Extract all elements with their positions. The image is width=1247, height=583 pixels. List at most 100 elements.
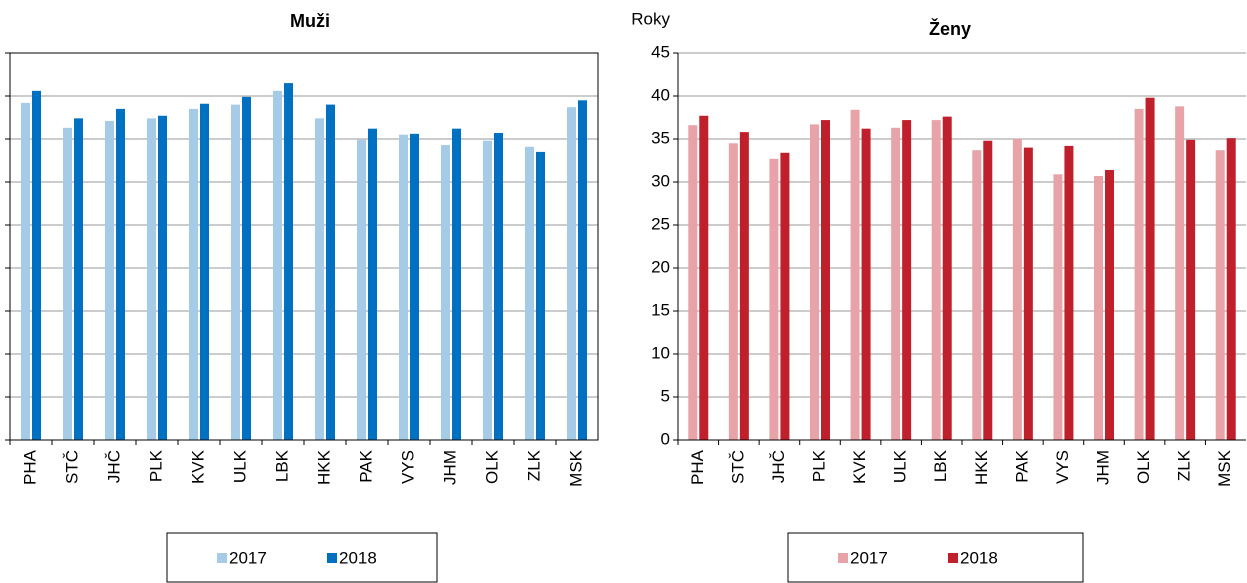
bar xyxy=(942,116,952,440)
bar xyxy=(1186,139,1196,441)
x-tick-label: ULK xyxy=(891,449,910,483)
chart-title: Muži xyxy=(290,11,330,31)
x-tick-label: OLK xyxy=(1134,449,1153,484)
bar xyxy=(1064,145,1074,440)
bar xyxy=(983,140,993,440)
y-tick-label: 10 xyxy=(651,343,670,362)
bar xyxy=(63,127,72,440)
bar xyxy=(1053,174,1063,440)
bar xyxy=(728,143,738,441)
x-tick-label: LBK xyxy=(931,449,950,482)
bar xyxy=(21,102,30,440)
bar xyxy=(525,146,534,441)
x-tick-label: PAK xyxy=(1012,449,1031,482)
x-tick-label: PLK xyxy=(146,449,165,482)
legend-label: 2017 xyxy=(229,548,267,567)
bar xyxy=(74,118,83,441)
x-tick-label: PHA xyxy=(688,449,707,485)
bar xyxy=(284,83,293,440)
y-tick-label: 15 xyxy=(651,300,670,319)
bar xyxy=(441,145,450,440)
legend-box xyxy=(166,532,438,583)
x-tick-label: JHM xyxy=(440,450,459,485)
bar xyxy=(810,124,819,440)
bar xyxy=(567,107,576,441)
legend-swatch xyxy=(217,553,227,563)
x-tick-label: VYS xyxy=(398,450,417,484)
bar xyxy=(1175,106,1185,440)
bar xyxy=(1215,150,1225,440)
bar xyxy=(1226,138,1236,440)
bar xyxy=(315,118,324,441)
bar xyxy=(1105,169,1114,440)
bar xyxy=(116,108,125,441)
y-tick-label: 5 xyxy=(661,386,670,405)
legend-swatch xyxy=(838,553,848,563)
bar xyxy=(452,128,461,440)
x-tick-label: KVK xyxy=(850,449,869,484)
bar xyxy=(891,127,901,440)
bar xyxy=(105,120,114,440)
x-tick-label: LBK xyxy=(272,449,291,482)
x-tick-label: STČ xyxy=(728,450,747,484)
bar xyxy=(410,133,419,440)
y-tick-label: 0 xyxy=(661,429,670,448)
chart-title: Ženy xyxy=(929,18,971,39)
y-tick-label: 25 xyxy=(651,214,670,233)
x-tick-label: OLK xyxy=(482,449,501,484)
bar xyxy=(1094,175,1103,441)
bar xyxy=(1023,147,1033,440)
bar xyxy=(931,120,941,440)
bar xyxy=(1145,97,1155,440)
legend-label: 2017 xyxy=(850,548,888,567)
bar xyxy=(769,158,779,440)
x-tick-label: HKK xyxy=(314,449,333,485)
bar xyxy=(861,128,871,440)
bar xyxy=(699,115,709,440)
y-tick-label: 35 xyxy=(651,128,670,147)
bar xyxy=(189,108,198,441)
bar xyxy=(326,104,335,440)
legend-label: 2018 xyxy=(339,548,377,567)
bar xyxy=(147,118,156,441)
bar xyxy=(200,103,209,441)
bar xyxy=(273,90,282,440)
bar xyxy=(578,100,587,441)
x-tick-label: JHM xyxy=(1093,450,1112,485)
x-tick-label: HKK xyxy=(972,449,991,485)
bar xyxy=(1134,108,1144,441)
bar xyxy=(780,152,790,440)
x-tick-label: JHČ xyxy=(104,450,123,483)
plot-frame xyxy=(9,52,599,441)
x-tick-label: PHA xyxy=(20,449,39,485)
bar xyxy=(739,132,749,440)
bar xyxy=(821,120,830,440)
x-tick-label: VYS xyxy=(1053,450,1072,484)
x-tick-label: MSK xyxy=(1215,449,1234,487)
x-tick-label: MSK xyxy=(566,449,585,487)
legend-box xyxy=(787,532,1084,583)
legend-label: 2018 xyxy=(960,548,998,567)
bar xyxy=(688,125,698,441)
bar xyxy=(483,140,492,440)
bar xyxy=(368,128,377,440)
bar xyxy=(494,132,503,441)
bar xyxy=(399,134,408,440)
legend-swatch xyxy=(327,553,337,563)
bar xyxy=(536,151,545,440)
x-tick-label: ZLK xyxy=(524,449,543,481)
bar xyxy=(32,90,41,440)
bar xyxy=(972,150,982,440)
x-tick-label: STČ xyxy=(62,450,81,484)
x-tick-label: KVK xyxy=(188,449,207,484)
bar xyxy=(902,120,912,440)
x-tick-label: PAK xyxy=(356,449,375,482)
bar xyxy=(1012,139,1022,440)
x-tick-label: PLK xyxy=(809,449,828,482)
bar xyxy=(158,115,167,440)
bar xyxy=(242,96,251,441)
y-tick-label: 40 xyxy=(651,85,670,104)
legend-swatch xyxy=(948,553,958,563)
bar xyxy=(850,109,860,440)
